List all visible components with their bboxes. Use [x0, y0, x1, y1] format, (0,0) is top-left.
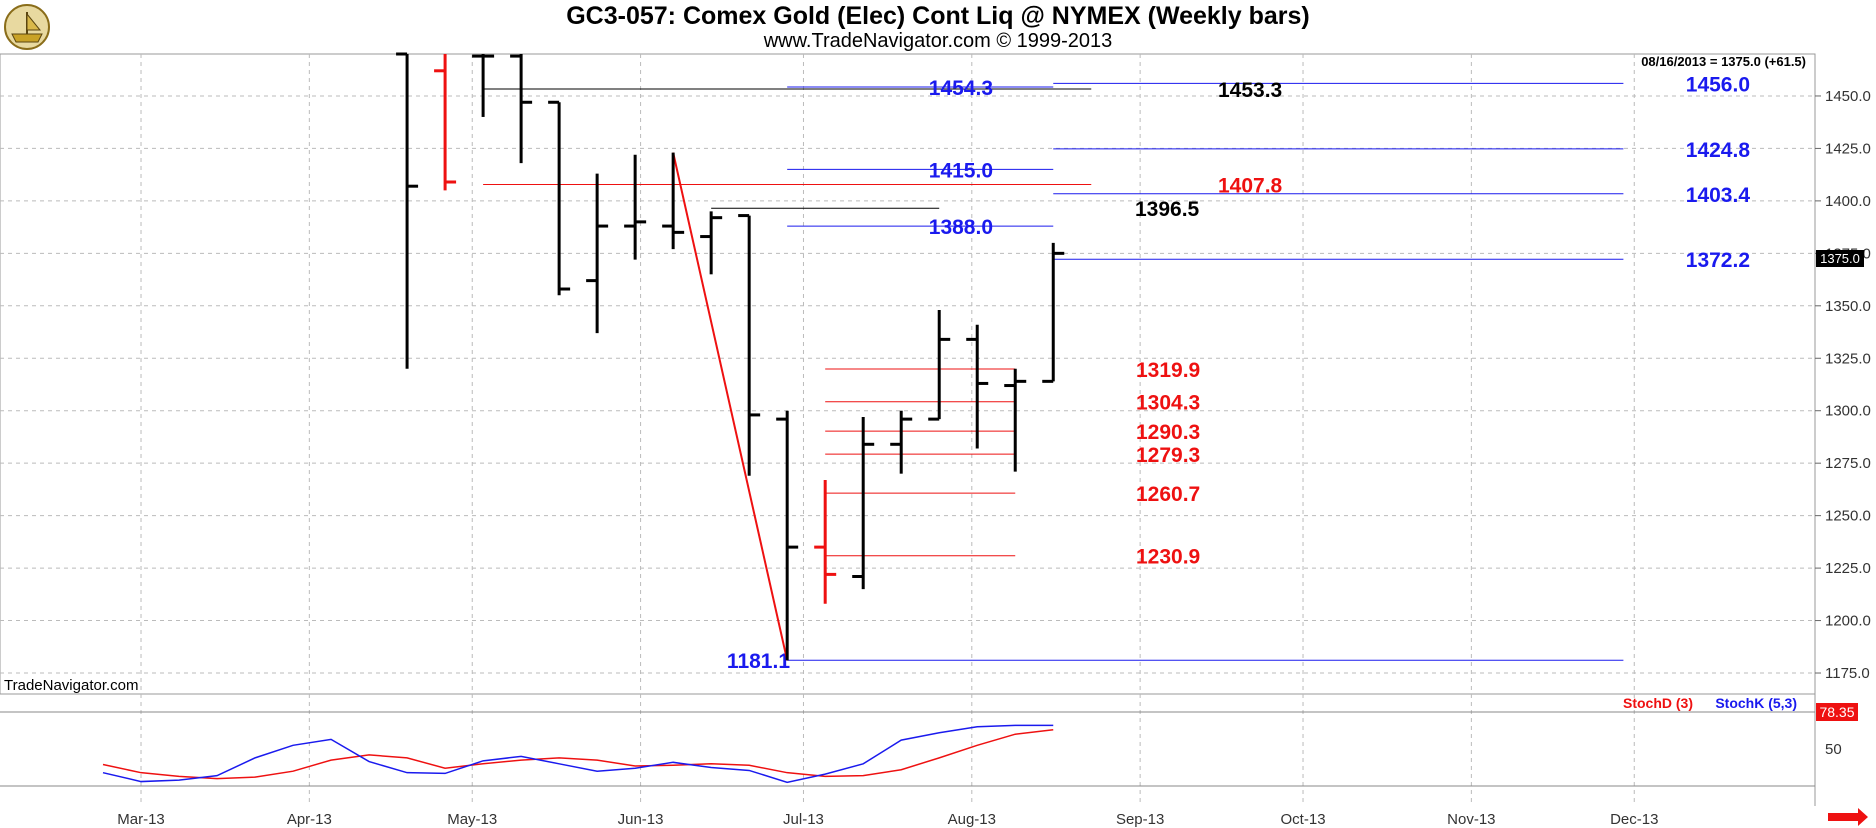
level-label: 1388.0	[929, 216, 993, 239]
ohlc-bar	[852, 417, 875, 590]
y-tick-label: 1300.0	[1825, 403, 1871, 420]
y-tick-label: 1275.0	[1825, 455, 1871, 472]
level-label: 1230.9	[1136, 546, 1200, 569]
legend-stochd: StochD (3)	[1623, 695, 1693, 711]
x-tick-label: Mar-13	[117, 811, 165, 828]
level-label: 1454.3	[929, 77, 993, 100]
level-label: 1304.3	[1136, 392, 1200, 415]
ohlc-bar	[814, 479, 837, 604]
stoch-y-tick-label: 50	[1825, 741, 1842, 758]
ohlc-bar	[776, 410, 799, 661]
chart-subtitle: www.TradeNavigator.com © 1999-2013	[763, 30, 1113, 52]
level-label: 1453.3	[1218, 79, 1282, 102]
y-tick-label: 1200.0	[1825, 613, 1871, 630]
ohlc-bar	[396, 52, 419, 369]
x-tick-label: Nov-13	[1447, 811, 1495, 828]
y-tick-label: 1325.0	[1825, 350, 1871, 367]
y-tick-label: 1425.0	[1825, 140, 1871, 157]
level-label: 1279.3	[1136, 444, 1200, 467]
x-tick-label: Jul-13	[783, 811, 824, 828]
y-tick-label: 1400.0	[1825, 193, 1871, 210]
chart-title: GC3-057: Comex Gold (Elec) Cont Liq @ NY…	[566, 2, 1310, 30]
level-label: 1403.4	[1686, 184, 1751, 207]
current-price-box: 1375.0	[1820, 251, 1860, 266]
y-tick-label: 1350.0	[1825, 298, 1871, 315]
trade-navigator-logo-icon	[4, 4, 50, 50]
level-label: 1181.1	[727, 650, 790, 673]
level-label: 1407.8	[1218, 175, 1283, 198]
y-tick-label: 1450.0	[1825, 88, 1871, 105]
level-label: 1415.0	[929, 159, 993, 182]
scroll-right-arrow-icon[interactable]	[1828, 808, 1868, 826]
level-label: 1290.3	[1136, 421, 1200, 444]
ohlc-bar	[890, 410, 913, 474]
stoch-series-line	[102, 729, 1054, 780]
ohlc-bar	[700, 211, 723, 275]
ohlc-bar	[1004, 368, 1027, 472]
stoch-series-line	[102, 724, 1054, 784]
y-tick-label: 1250.0	[1825, 508, 1871, 525]
y-tick-label: 1225.0	[1825, 560, 1871, 577]
ohlc-bar	[548, 100, 571, 296]
ohlc-bar	[966, 324, 989, 449]
ohlc-bar	[1042, 242, 1065, 383]
ohlc-bar	[624, 154, 647, 260]
level-label: 1396.5	[1135, 198, 1200, 221]
stoch-value-box: 78.35	[1819, 704, 1854, 720]
trendline	[672, 152, 789, 661]
level-label: 1424.8	[1686, 139, 1751, 162]
y-tick-label: 1175.0	[1825, 665, 1870, 682]
ohlc-bar	[472, 54, 495, 117]
ohlc-bar	[434, 54, 457, 191]
x-tick-label: May-13	[447, 811, 497, 828]
x-tick-label: Aug-13	[948, 811, 996, 828]
ohlc-bar	[738, 214, 761, 476]
ohlc-bar	[662, 152, 685, 250]
x-tick-label: Sep-13	[1116, 811, 1164, 828]
x-tick-label: Dec-13	[1610, 811, 1658, 828]
last-price-info: 08/16/2013 = 1375.0 (+61.5)	[1641, 54, 1806, 69]
level-label: 1260.7	[1136, 483, 1200, 506]
level-label: 1456.0	[1686, 73, 1750, 96]
x-tick-label: Jun-13	[618, 811, 664, 828]
ohlc-bar	[510, 54, 533, 164]
level-label: 1319.9	[1136, 359, 1200, 382]
level-label: 1372.2	[1686, 249, 1750, 272]
legend-stochk: StochK (5,3)	[1715, 695, 1797, 711]
ohlc-bar	[586, 173, 609, 334]
watermark-text: TradeNavigator.com	[4, 677, 139, 694]
ohlc-bar	[928, 310, 951, 421]
x-tick-label: Apr-13	[287, 811, 332, 828]
x-tick-label: Oct-13	[1281, 811, 1326, 828]
